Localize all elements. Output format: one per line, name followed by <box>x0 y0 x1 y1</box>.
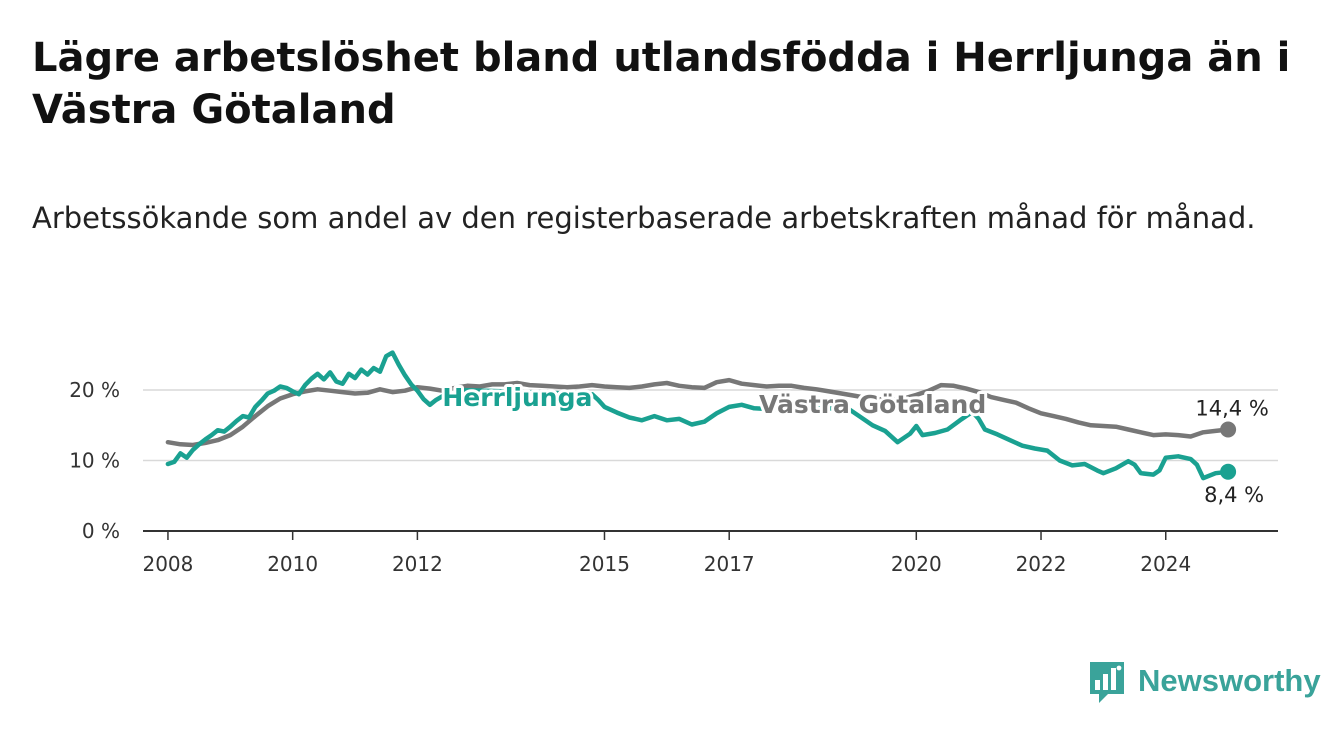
series-name-label: Västra Götaland <box>759 390 986 419</box>
series-end-value-label: 14,4 % <box>1195 396 1268 420</box>
chart-bubble-icon <box>1088 660 1126 703</box>
series-name-label: Herrljunga <box>442 383 592 412</box>
axes: 0 % 10 % 20 % 2008 2010 2012 2015 2017 2020 2022 2… <box>69 378 1278 576</box>
x-tick-label: 2012 <box>392 552 443 576</box>
x-tick-label: 2020 <box>891 552 942 576</box>
chart-title: Lägre arbetslöshet bland utlandsfödda i … <box>32 35 1291 133</box>
series-end-value-label: 8,4 % <box>1204 483 1264 507</box>
series-line-v-stra-g-taland <box>165 377 1231 448</box>
series-line-herrljunga <box>165 350 1231 481</box>
x-tick-label: 2010 <box>267 552 318 576</box>
brand-name: Newsworthy <box>1138 663 1321 698</box>
series-end-point <box>1220 463 1237 480</box>
y-tick-label: 0 % <box>82 519 120 543</box>
series-end-point <box>1220 421 1237 438</box>
x-tick-label: 2024 <box>1140 552 1191 576</box>
series-lines <box>165 350 1237 481</box>
x-tick-label: 2022 <box>1016 552 1067 576</box>
series-name-label-halo: Herrljunga <box>442 383 592 412</box>
newsworthy-logo: Newsworthy <box>1088 658 1321 704</box>
chart-subtitle: Arbetssökande som andel av den registerb… <box>32 201 1256 235</box>
x-tick-label: 2008 <box>142 552 193 576</box>
y-tick-label: 10 % <box>69 449 120 473</box>
series-name-label-halo: Västra Götaland <box>759 390 986 419</box>
y-tick-label: 20 % <box>69 378 120 402</box>
x-tick-label: 2017 <box>704 552 755 576</box>
x-tick-label: 2015 <box>579 552 630 576</box>
